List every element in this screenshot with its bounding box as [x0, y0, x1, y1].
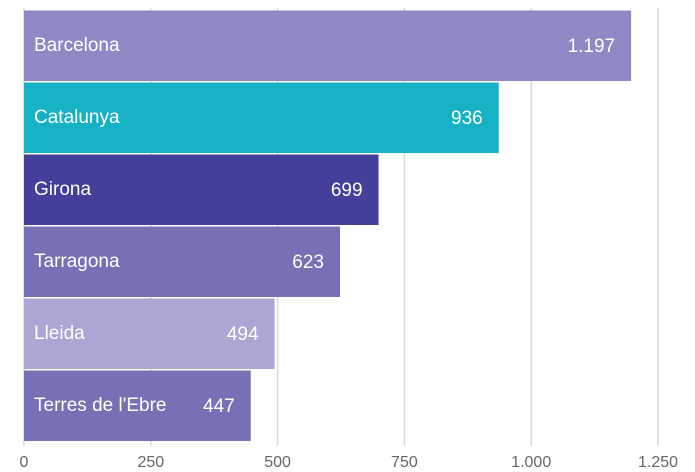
category-label: Barcelona — [34, 35, 120, 56]
value-label: 623 — [292, 252, 324, 273]
category-label: Tarragona — [34, 251, 120, 272]
category-label: Terres de l'Ebre — [34, 395, 166, 416]
category-label: Lleida — [34, 323, 85, 344]
x-tick-label: 1.250 — [638, 454, 678, 471]
x-tick-label: 750 — [391, 454, 418, 471]
value-label: 1.197 — [568, 36, 616, 57]
bar — [24, 370, 251, 441]
category-label: Girona — [34, 179, 91, 200]
bar — [24, 154, 379, 225]
bar — [24, 82, 499, 153]
value-label: 447 — [203, 396, 235, 417]
bar — [24, 10, 632, 81]
x-tick-label: 500 — [264, 454, 291, 471]
value-label: 936 — [451, 108, 483, 129]
category-label: Catalunya — [34, 107, 120, 128]
bar — [24, 226, 340, 297]
value-label: 494 — [227, 324, 259, 345]
x-tick-label: 0 — [20, 454, 29, 471]
value-label: 699 — [331, 180, 363, 201]
x-tick-label: 250 — [137, 454, 164, 471]
bar — [24, 298, 275, 369]
x-tick-label: 1.000 — [511, 454, 551, 471]
